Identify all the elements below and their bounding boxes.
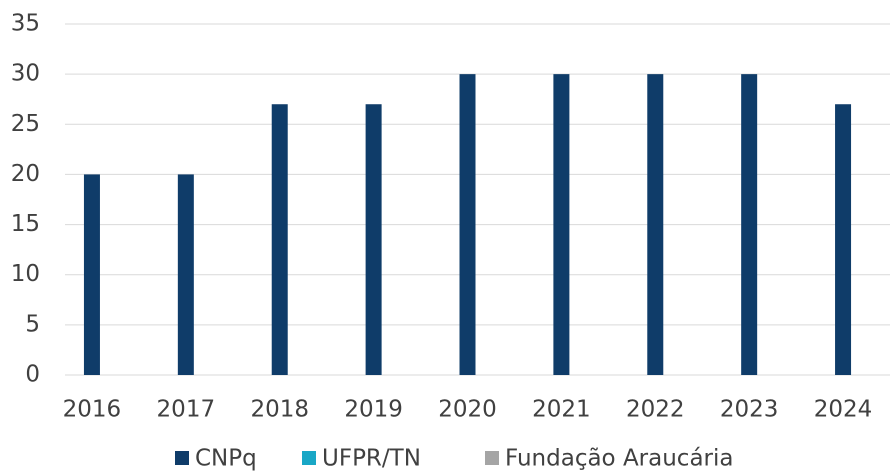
- y-tick-label: 25: [11, 111, 40, 137]
- bar: [835, 104, 852, 375]
- x-tick-label: 2022: [626, 397, 685, 423]
- y-tick-label: 5: [25, 311, 40, 337]
- legend-swatch: [175, 451, 189, 465]
- x-tick-label: 2018: [250, 397, 309, 423]
- bar: [271, 104, 288, 375]
- y-tick-label: 10: [11, 261, 40, 287]
- x-tick-label: 2021: [532, 397, 591, 423]
- x-tick-label: 2016: [63, 397, 122, 423]
- x-tick-label: 2023: [720, 397, 779, 423]
- bar: [647, 74, 664, 376]
- y-tick-label: 35: [11, 11, 40, 37]
- legend-label: Fundação Araucária: [505, 446, 733, 471]
- legend-label: UFPR/TN: [322, 446, 421, 471]
- bar: [177, 174, 194, 375]
- x-tick-label: 2020: [438, 397, 497, 423]
- bar: [553, 74, 570, 376]
- x-tick-label: 2019: [344, 397, 403, 423]
- legend-swatch: [302, 451, 316, 465]
- x-tick-label: 2017: [157, 397, 216, 423]
- x-tick-label: 2024: [814, 397, 873, 423]
- legend-swatch: [485, 451, 499, 465]
- bar: [365, 104, 382, 375]
- y-tick-label: 20: [11, 161, 40, 187]
- legend-label: CNPq: [195, 446, 257, 471]
- bar: [459, 74, 476, 376]
- y-tick-label: 15: [11, 211, 40, 237]
- y-tick-label: 0: [25, 362, 40, 388]
- y-tick-label: 30: [11, 61, 40, 87]
- bar: [83, 174, 100, 375]
- bar: [741, 74, 758, 376]
